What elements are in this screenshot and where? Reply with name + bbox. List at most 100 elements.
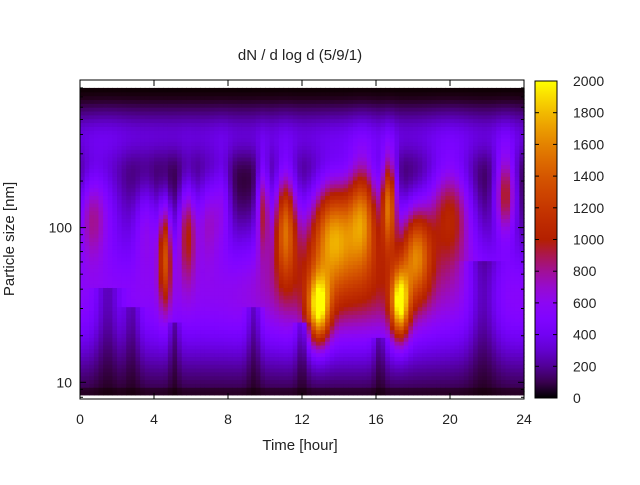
heatmap-cell — [302, 245, 308, 250]
heatmap-cell — [80, 268, 86, 273]
heatmap-cell — [288, 287, 294, 292]
heatmap-cell — [362, 249, 368, 254]
heatmap-cell — [232, 333, 238, 338]
heatmap-cell — [352, 130, 359, 135]
heatmap-cell — [283, 191, 289, 196]
heatmap-cell — [278, 283, 285, 289]
heatmap-cell — [112, 114, 118, 120]
heatmap-cell — [288, 107, 294, 112]
heatmap-cell — [339, 287, 345, 292]
heatmap-cell — [315, 375, 322, 381]
heatmap-cell — [89, 214, 95, 219]
heatmap-cell — [362, 137, 368, 143]
heatmap-cell — [311, 245, 317, 250]
heatmap-cell — [191, 283, 197, 289]
heatmap-cell — [223, 133, 229, 139]
heatmap-cell — [311, 249, 317, 254]
heatmap-cell — [228, 283, 234, 289]
heatmap-cell — [191, 218, 197, 223]
heatmap-cell — [112, 329, 118, 335]
heatmap-cell — [149, 360, 155, 365]
heatmap-cell — [135, 179, 141, 185]
heatmap-cell — [172, 348, 178, 354]
heatmap-cell — [352, 153, 359, 158]
heatmap-cell — [177, 264, 183, 269]
heatmap-cell — [255, 114, 261, 120]
heatmap-cell — [191, 95, 197, 101]
heatmap-cell — [172, 272, 178, 277]
heatmap-cell — [241, 210, 248, 216]
heatmap-cell — [158, 110, 164, 116]
heatmap-cell — [195, 371, 201, 377]
heatmap-cell — [339, 367, 345, 373]
heatmap-cell — [269, 341, 275, 346]
heatmap-cell — [112, 375, 118, 381]
heatmap-cell — [348, 126, 354, 131]
heatmap-cell — [223, 367, 229, 373]
heatmap-cell — [204, 252, 211, 258]
heatmap-cell — [172, 107, 178, 112]
heatmap-cell — [126, 321, 132, 327]
heatmap-cell — [265, 279, 271, 285]
heatmap-cell — [311, 210, 317, 216]
heatmap-cell — [154, 126, 160, 131]
heatmap-cell — [149, 130, 155, 135]
heatmap-cell — [283, 145, 289, 150]
heatmap-cell — [339, 295, 345, 300]
heatmap-cell — [144, 364, 150, 369]
heatmap-cell — [172, 141, 178, 147]
heatmap-cell — [172, 245, 178, 250]
heatmap-cell — [255, 272, 261, 277]
heatmap-cell — [117, 264, 123, 269]
heatmap-cell — [200, 141, 206, 147]
heatmap-cell — [334, 130, 340, 135]
heatmap-cell — [255, 295, 261, 300]
heatmap-cell — [218, 379, 224, 384]
heatmap-cell — [121, 91, 127, 97]
heatmap-cell — [135, 164, 141, 170]
heatmap-cell — [278, 214, 285, 219]
heatmap-cell — [255, 390, 261, 396]
heatmap-cell — [329, 229, 335, 235]
heatmap-cell — [278, 99, 285, 104]
heatmap-cell — [121, 390, 127, 396]
heatmap-cell — [158, 187, 164, 193]
heatmap-cell — [140, 318, 146, 323]
heatmap-cell — [357, 379, 363, 384]
heatmap-cell — [265, 168, 271, 173]
heatmap-cell — [283, 302, 289, 308]
heatmap-cell — [357, 302, 363, 308]
heatmap-cell — [315, 356, 322, 361]
heatmap-cell — [209, 160, 215, 166]
heatmap-cell — [181, 291, 187, 296]
heatmap-cell — [241, 137, 248, 143]
heatmap-cell — [223, 91, 229, 97]
heatmap-cell — [121, 379, 127, 384]
heatmap-cell — [274, 390, 280, 396]
heatmap-cell — [112, 383, 118, 388]
heatmap-cell — [260, 168, 266, 173]
heatmap-cell — [339, 298, 345, 304]
heatmap-cell — [167, 306, 174, 312]
heatmap-cell — [241, 283, 248, 289]
heatmap-cell — [98, 348, 104, 354]
heatmap-cell — [140, 371, 146, 377]
heatmap-cell — [135, 222, 141, 227]
heatmap-cell — [348, 179, 354, 185]
heatmap-cell — [343, 364, 349, 369]
heatmap-cell — [163, 287, 169, 292]
heatmap-cell — [223, 283, 229, 289]
heatmap-cell — [255, 179, 261, 185]
heatmap-cell — [200, 114, 206, 120]
heatmap-cell — [297, 383, 303, 388]
heatmap-cell — [204, 329, 211, 335]
heatmap-cell — [163, 176, 169, 181]
heatmap-cell — [186, 245, 192, 250]
heatmap-cell — [167, 337, 174, 342]
heatmap-cell — [80, 321, 86, 327]
heatmap-cell — [334, 387, 340, 392]
heatmap-cell — [204, 298, 211, 304]
heatmap-cell — [186, 179, 192, 185]
heatmap-cell — [278, 344, 285, 350]
heatmap-cell — [232, 118, 238, 124]
